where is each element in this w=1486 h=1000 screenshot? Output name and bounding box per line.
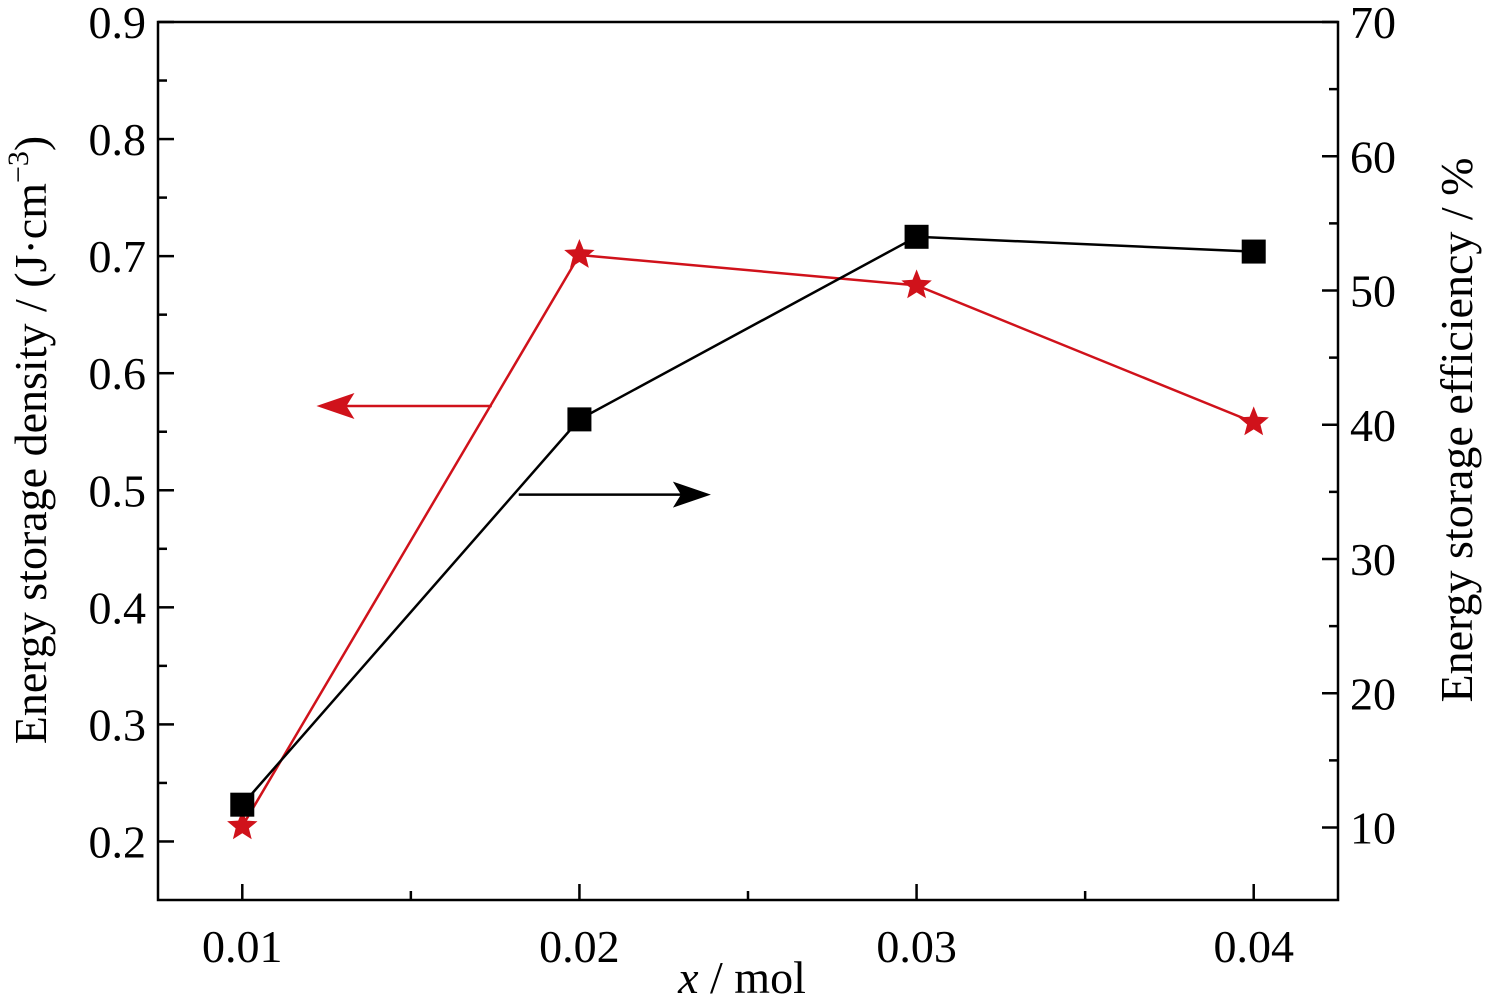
star-marker bbox=[1238, 406, 1269, 436]
right-y-tick-label: 30 bbox=[1350, 534, 1396, 585]
left-y-tick-label: 0.8 bbox=[89, 114, 147, 165]
series-left-star bbox=[227, 239, 1269, 840]
square-marker bbox=[1241, 239, 1266, 264]
left-y-tick-label: 0.9 bbox=[89, 0, 147, 48]
left-y-tick-label: 0.2 bbox=[89, 816, 147, 867]
plot-frame bbox=[156, 20, 1340, 902]
right-y-tick-label: 20 bbox=[1350, 668, 1396, 719]
left-y-axis-label-close: ) bbox=[5, 136, 56, 151]
left-y-tick-label: 0.3 bbox=[89, 699, 147, 750]
square-marker bbox=[230, 792, 255, 817]
star-marker bbox=[901, 269, 932, 299]
x-tick-label: 0.04 bbox=[1213, 921, 1294, 972]
axis-ticks bbox=[158, 20, 1338, 900]
left-arrow-head bbox=[316, 392, 355, 419]
right-y-tick-label: 50 bbox=[1350, 266, 1396, 317]
right-y-tick-label: 10 bbox=[1350, 803, 1396, 854]
series-layer bbox=[227, 224, 1269, 840]
left-y-tick-label: 0.4 bbox=[89, 582, 147, 633]
right-y-tick-label: 70 bbox=[1350, 0, 1396, 48]
x-axis-variable: x bbox=[677, 952, 699, 1000]
series-line bbox=[241, 253, 1255, 827]
star-marker bbox=[564, 239, 595, 268]
series-line bbox=[241, 235, 1254, 806]
left-y-axis-label-sup: −3 bbox=[2, 151, 35, 183]
axis-indicator-arrows bbox=[316, 392, 711, 508]
x-tick-label: 0.03 bbox=[876, 921, 957, 972]
left-y-axis-title: Energy storage density / (J·cm−3) bbox=[2, 136, 56, 744]
x-axis-title: x / mol bbox=[677, 952, 806, 1000]
x-tick-label: 0.02 bbox=[539, 921, 620, 972]
x-axis-unit: / mol bbox=[699, 952, 806, 1000]
x-tick-label: 0.01 bbox=[202, 921, 283, 972]
star-marker bbox=[227, 810, 258, 840]
right-y-tick-label: 40 bbox=[1350, 400, 1396, 451]
right-y-axis-title: Energy storage efficiency / % bbox=[1431, 158, 1482, 703]
right-arrow-head bbox=[672, 481, 711, 508]
left-y-axis-label-main: Energy storage density / (J·cm bbox=[5, 183, 56, 744]
square-marker bbox=[567, 407, 592, 432]
square-marker bbox=[904, 224, 929, 249]
left-y-tick-label: 0.7 bbox=[89, 231, 147, 282]
left-y-tick-label: 0.5 bbox=[89, 465, 147, 516]
tick-labels: 0.01 0.02 0.03 0.04 0.2 0.3 0.4 0.5 0.6 0.7 0.8 0.9… bbox=[89, 0, 1397, 972]
series-right-square bbox=[230, 224, 1266, 817]
right-y-tick-label: 60 bbox=[1350, 131, 1396, 182]
left-y-tick-label: 0.6 bbox=[89, 348, 147, 399]
